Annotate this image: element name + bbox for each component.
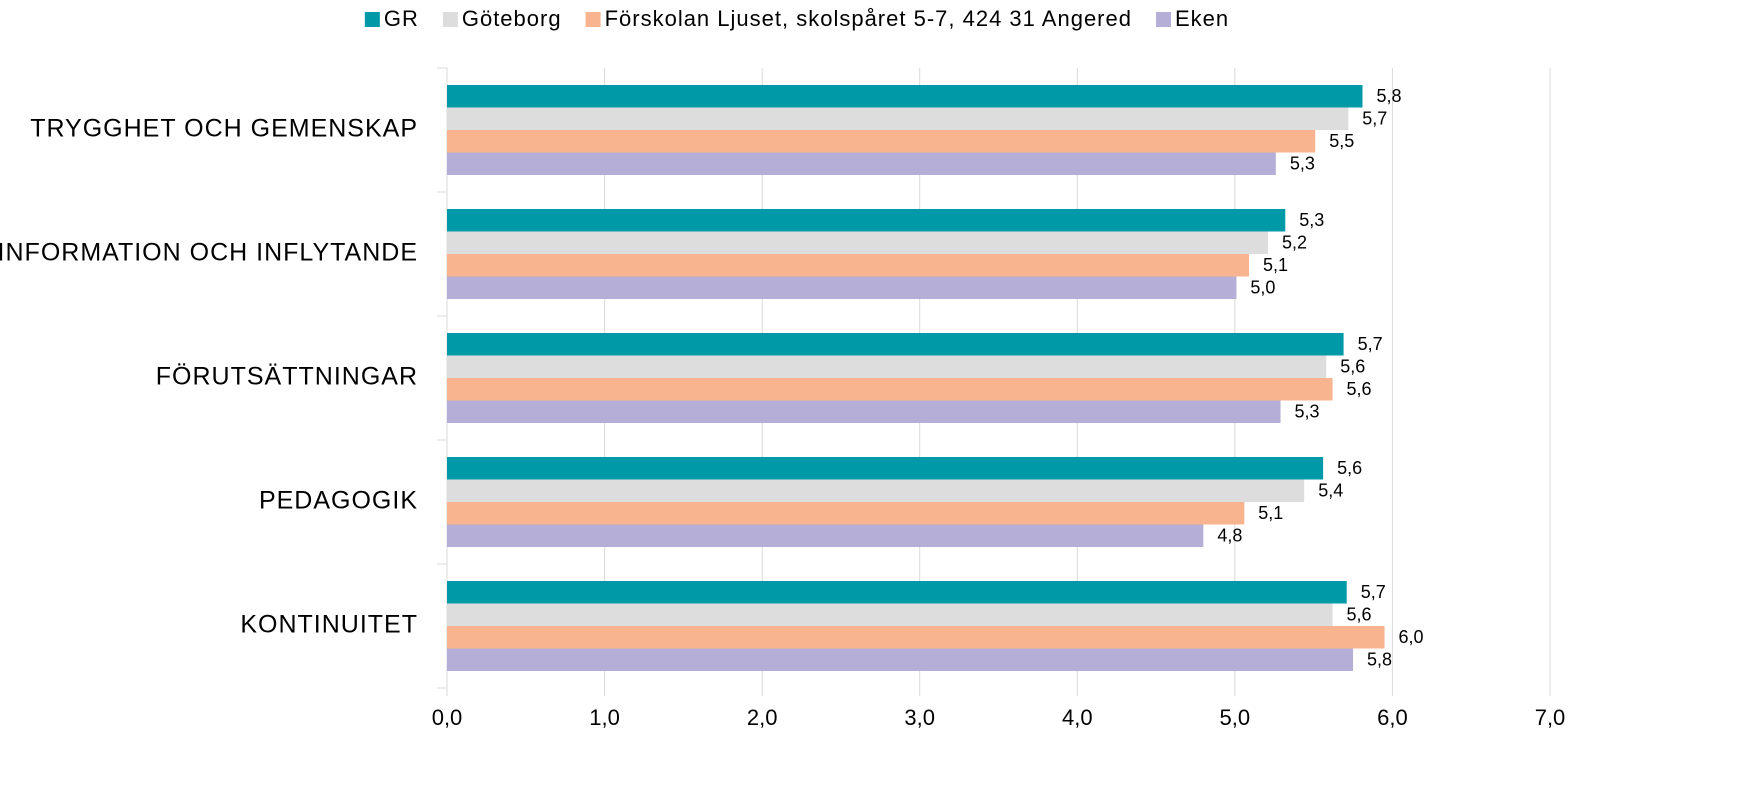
bar (447, 152, 1276, 175)
value-label: 5,8 (1376, 86, 1401, 106)
legend-swatch (364, 12, 380, 27)
value-label: 5,3 (1295, 402, 1320, 422)
value-label: 5,0 (1250, 278, 1275, 298)
bar (447, 355, 1327, 378)
category-label: TRYGGHET OCH GEMENSKAP (30, 115, 418, 143)
x-tick-label: 5,0 (1220, 705, 1251, 730)
x-tick-label: 4,0 (1062, 705, 1093, 730)
value-label: 5,4 (1318, 481, 1343, 501)
value-label: 5,3 (1290, 154, 1315, 174)
legend-swatch (585, 12, 601, 27)
bar (447, 603, 1333, 626)
bar (447, 254, 1250, 277)
bar (447, 378, 1333, 401)
value-label: 5,3 (1299, 210, 1324, 230)
x-tick-label: 7,0 (1535, 705, 1566, 730)
bar (447, 209, 1286, 232)
value-label: 4,8 (1217, 526, 1242, 546)
x-tick-label: 0,0 (432, 705, 463, 730)
x-tick-label: 3,0 (904, 705, 935, 730)
category-label: INFORMATION OCH INFLYTANDE (0, 239, 418, 267)
category-label: FÖRUTSÄTTNINGAR (156, 363, 418, 391)
x-tick-label: 1,0 (589, 705, 620, 730)
bar (447, 502, 1245, 525)
value-label: 6,0 (1399, 627, 1424, 647)
bar (447, 457, 1324, 480)
value-label: 5,7 (1362, 109, 1387, 129)
value-label: 5,7 (1361, 582, 1386, 602)
value-label: 5,6 (1347, 379, 1372, 399)
x-tick-label: 6,0 (1377, 705, 1408, 730)
legend-swatch (442, 12, 458, 27)
value-label: 5,5 (1329, 131, 1354, 151)
category-label: PEDAGOGIK (259, 487, 418, 515)
bar (447, 107, 1349, 130)
bar (447, 130, 1316, 153)
bar (447, 581, 1347, 604)
value-label: 5,6 (1340, 357, 1365, 377)
bar (447, 400, 1281, 423)
category-label: KONTINUITET (240, 611, 418, 639)
value-label: 5,8 (1367, 650, 1392, 670)
bar (447, 276, 1237, 299)
bar (447, 479, 1305, 502)
bar (447, 85, 1363, 108)
legend-label: Förskolan Ljuset, skolspåret 5-7, 424 31… (605, 6, 1132, 31)
legend-swatch (1155, 12, 1171, 27)
bar (447, 524, 1204, 547)
legend-label: GR (384, 6, 419, 31)
value-label: 5,6 (1337, 458, 1362, 478)
bar (447, 626, 1385, 649)
value-label: 5,2 (1282, 233, 1307, 253)
value-label: 5,6 (1347, 605, 1372, 625)
bar (447, 333, 1344, 356)
legend-label: Göteborg (462, 6, 562, 31)
value-label: 5,7 (1358, 334, 1383, 354)
x-tick-label: 2,0 (747, 705, 778, 730)
bar (447, 648, 1354, 671)
legend-label: Eken (1175, 6, 1229, 31)
bar (447, 231, 1268, 254)
value-label: 5,1 (1263, 255, 1288, 275)
value-label: 5,1 (1258, 503, 1283, 523)
